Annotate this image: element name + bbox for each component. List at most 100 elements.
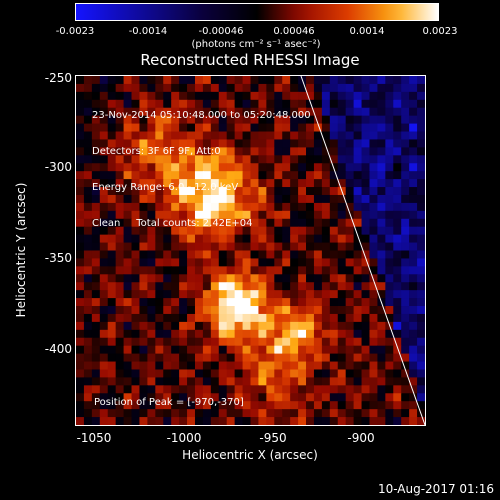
image-pixel (282, 385, 291, 394)
image-pixel (250, 401, 260, 410)
image-pixel (353, 274, 363, 283)
image-pixel (194, 194, 204, 204)
image-pixel (131, 218, 141, 228)
image-pixel (353, 377, 363, 386)
image-pixel (242, 298, 252, 307)
image-pixel (313, 155, 323, 164)
image-pixel (123, 306, 133, 315)
image-pixel (345, 234, 355, 244)
image-pixel (258, 179, 267, 188)
image-pixel (385, 337, 394, 347)
image-pixel (76, 250, 85, 260)
image-pixel (115, 377, 125, 386)
image-pixel (258, 187, 267, 196)
image-pixel (306, 369, 315, 379)
image-pixel (226, 147, 236, 156)
image-pixel (321, 290, 331, 299)
image-pixel (250, 290, 260, 299)
image-pixel (99, 321, 109, 331)
image-pixel (417, 361, 425, 371)
image-pixel (139, 194, 148, 204)
image-pixel (76, 83, 85, 93)
image-pixel (76, 179, 85, 188)
image-pixel (266, 187, 275, 196)
image-pixel (401, 298, 410, 307)
image-pixel (107, 258, 117, 267)
image-pixel (345, 250, 355, 260)
image-pixel (83, 242, 93, 252)
image-pixel (139, 306, 148, 315)
image-pixel (377, 393, 386, 402)
image-pixel (99, 139, 109, 148)
image-pixel (313, 171, 323, 180)
image-pixel (282, 147, 291, 156)
image-pixel (385, 353, 394, 363)
image-pixel (202, 258, 212, 267)
image-pixel (266, 171, 275, 180)
image-pixel (163, 393, 172, 402)
image-pixel (115, 274, 125, 283)
image-pixel (274, 401, 283, 410)
image-pixel (250, 242, 260, 252)
image-pixel (417, 91, 425, 101)
image-pixel (329, 83, 339, 93)
image-pixel (115, 329, 125, 339)
image-pixel (171, 361, 180, 371)
image-pixel (417, 258, 425, 267)
image-pixel (83, 337, 93, 347)
image-pixel (234, 329, 244, 339)
image-pixel (385, 147, 394, 156)
image-pixel (298, 139, 307, 148)
image-pixel (290, 385, 299, 394)
image-pixel (194, 290, 204, 299)
image-pixel (329, 361, 339, 371)
image-pixel (171, 139, 180, 148)
image-pixel (202, 179, 212, 188)
image-pixel (187, 385, 196, 394)
image-pixel (345, 155, 355, 164)
image-pixel (187, 409, 196, 418)
image-pixel (107, 226, 117, 236)
image-pixel (194, 202, 204, 212)
image-pixel (361, 139, 371, 148)
image-pixel (147, 393, 156, 402)
image-pixel (393, 337, 402, 347)
image-pixel (329, 337, 339, 347)
image-pixel (385, 131, 394, 141)
image-pixel (298, 361, 307, 371)
image-pixel (258, 377, 267, 386)
image-pixel (107, 131, 117, 141)
image-pixel (107, 210, 117, 220)
image-pixel (91, 91, 101, 101)
image-pixel (155, 258, 164, 267)
image-pixel (139, 163, 148, 172)
image-pixel (258, 401, 267, 410)
image-pixel (393, 258, 402, 267)
image-pixel (155, 155, 164, 164)
image-pixel (179, 290, 188, 299)
image-pixel (345, 194, 355, 204)
image-pixel (76, 290, 85, 299)
image-pixel (242, 401, 252, 410)
image-pixel (306, 385, 315, 394)
image-pixel (250, 258, 260, 267)
image-pixel (298, 353, 307, 363)
image-pixel (298, 218, 307, 228)
colorbar-tick-label: -0.00046 (198, 26, 244, 37)
image-pixel (266, 123, 275, 133)
image-pixel (353, 353, 363, 363)
image-pixel (187, 337, 196, 347)
image-pixel (329, 210, 339, 220)
image-pixel (194, 218, 204, 228)
image-pixel (298, 369, 307, 379)
image-pixel (76, 194, 85, 204)
image-pixel (250, 329, 260, 339)
image-pixel (361, 274, 371, 283)
image-pixel (369, 298, 379, 307)
image-pixel (266, 99, 275, 109)
image-pixel (147, 266, 156, 275)
image-pixel (401, 202, 410, 212)
image-pixel (147, 242, 156, 252)
image-pixel (242, 171, 252, 180)
image-pixel (258, 329, 267, 339)
